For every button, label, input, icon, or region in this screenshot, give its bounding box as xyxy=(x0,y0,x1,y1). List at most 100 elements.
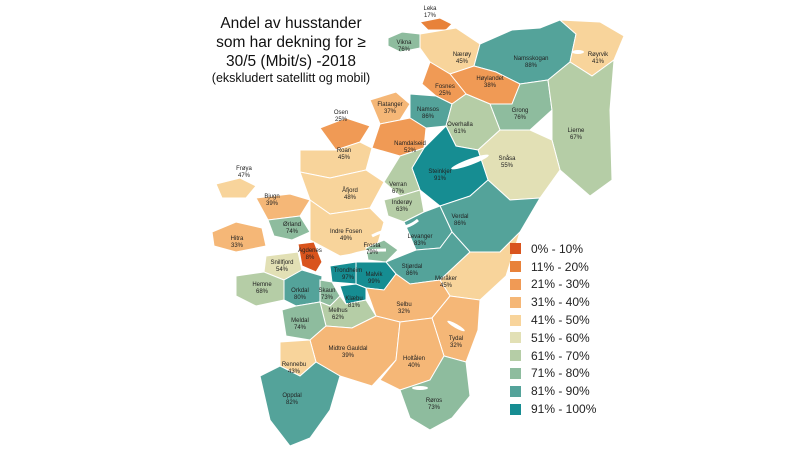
region-value-label: 55% xyxy=(501,163,514,169)
region-value-label: 73% xyxy=(428,405,441,411)
map-title: Andel av husstander som har dekning for … xyxy=(196,14,386,86)
region-value-label: 39% xyxy=(342,353,355,359)
region-value-label: 82% xyxy=(286,400,299,406)
title-line-1: Andel av husstander xyxy=(220,15,362,32)
region-value-label: 33% xyxy=(231,243,244,249)
region-value-label: 8% xyxy=(306,255,315,261)
region-name-label: Lierne xyxy=(568,128,585,134)
region-value-label: 45% xyxy=(440,283,453,289)
legend-label: 61% - 70% xyxy=(531,348,590,363)
region-froya xyxy=(215,177,257,199)
region-name-label: Flatanger xyxy=(377,102,402,108)
region-name-label: Selbu xyxy=(396,302,411,308)
legend-swatch xyxy=(510,296,521,308)
region-name-label: Grong xyxy=(512,108,529,114)
region-klaebu xyxy=(339,283,367,305)
legend-label: 41% - 50% xyxy=(531,313,590,328)
region-osen xyxy=(319,117,371,151)
region-name-label: Midtre Gauldal xyxy=(328,346,367,352)
region-name-label: Inderøy xyxy=(392,200,412,206)
region-value-label: 25% xyxy=(335,117,348,123)
region-name-label: Indre Fosen xyxy=(330,229,362,235)
region-name-label: Namdalseid xyxy=(394,141,426,147)
region-name-label: Namsskogan xyxy=(513,56,548,62)
region-name-label: Malvik xyxy=(365,272,383,278)
region-name-label: Klæbu xyxy=(345,296,362,302)
legend-item: 91% - 100% xyxy=(510,400,596,418)
region-value-label: 63% xyxy=(396,207,409,213)
legend-swatch xyxy=(510,314,521,326)
region-value-label: 79% xyxy=(366,250,379,256)
region-name-label: Bjugn xyxy=(264,194,279,200)
region-name-label: Fosnes xyxy=(435,84,455,90)
legend-label: 81% - 90% xyxy=(531,384,590,399)
legend-item: 11% - 20% xyxy=(510,258,596,276)
legend-label: 71% - 80% xyxy=(531,366,590,381)
region-name-label: Agdenes xyxy=(298,248,322,254)
region-value-label: 76% xyxy=(398,47,411,53)
region-leka xyxy=(418,17,453,31)
region-name-label: Rennebu xyxy=(282,362,306,368)
region-value-label: 67% xyxy=(392,189,405,195)
title-line-4: (ekskludert satellitt og mobil) xyxy=(211,71,371,85)
region-value-label: 32% xyxy=(450,343,463,349)
region-value-label: 97% xyxy=(342,275,355,281)
region-name-label: Verdal xyxy=(451,214,468,220)
region-name-label: Hitra xyxy=(231,236,244,242)
region-name-label: Skaun xyxy=(318,288,335,294)
region-value-label: 47% xyxy=(238,173,251,179)
region-name-label: Frosta xyxy=(363,243,381,249)
region-hitra xyxy=(211,221,267,253)
region-name-label: Tydal xyxy=(449,336,463,342)
region-value-label: 40% xyxy=(408,363,421,369)
region-name-label: Røyrvik xyxy=(588,52,609,58)
region-name-label: Hemne xyxy=(252,282,272,288)
legend-label: 21% - 30% xyxy=(531,277,590,292)
region-name-label: Frøya xyxy=(236,166,252,172)
region-name-label: Meldal xyxy=(291,318,309,324)
legend: 0% - 10% 11% - 20% 21% - 30% 31% - 40% 41% -… xyxy=(510,240,596,418)
region-flatanger xyxy=(369,91,411,125)
region-name-label: Trondheim xyxy=(334,268,362,274)
region-value-label: 86% xyxy=(422,114,435,120)
region-name-label: Namsos xyxy=(417,107,439,113)
region-value-label: 45% xyxy=(456,59,469,65)
region-name-label: Ørland xyxy=(283,222,301,228)
legend-label: 31% - 40% xyxy=(531,295,590,310)
region-name-label: Levanger xyxy=(407,234,432,240)
water-features xyxy=(325,50,584,390)
legend-swatch xyxy=(510,385,521,397)
legend-swatch xyxy=(510,243,521,255)
legend-item: 81% - 90% xyxy=(510,382,596,400)
region-namdalseid xyxy=(371,117,427,157)
region-name-label: Melhus xyxy=(328,308,347,314)
region-name-label: Leka xyxy=(423,6,437,12)
title-line-3: 30/5 (Mbit/s) -2018 xyxy=(225,53,357,70)
region-value-label: 74% xyxy=(286,229,299,235)
legend-swatch xyxy=(510,403,521,415)
legend-swatch xyxy=(510,367,521,379)
region-name-label: Snåsa xyxy=(498,155,516,162)
legend-swatch xyxy=(510,278,521,290)
region-value-label: 81% xyxy=(348,303,361,309)
legend-swatch xyxy=(510,332,521,344)
region-value-label: 37% xyxy=(384,109,397,115)
legend-swatch xyxy=(510,350,521,362)
legend-item: 21% - 30% xyxy=(510,276,596,294)
region-value-label: 38% xyxy=(484,83,497,89)
title-line-2: som har dekning for ≥ xyxy=(216,34,366,51)
region-value-label: 52% xyxy=(404,148,417,154)
region-value-label: 86% xyxy=(454,221,467,227)
region-value-label: 54% xyxy=(276,267,289,273)
region-value-label: 83% xyxy=(414,241,427,247)
region-value-label: 43% xyxy=(288,369,301,375)
legend-label: 51% - 60% xyxy=(531,330,590,345)
legend-label: 11% - 20% xyxy=(531,259,589,274)
region-value-label: 39% xyxy=(266,201,279,207)
region-name-label: Oppdal xyxy=(282,393,301,399)
region-name-label: Roan xyxy=(337,148,351,154)
legend-label: 0% - 10% xyxy=(531,241,584,256)
map-regions xyxy=(211,17,625,447)
region-name-label: Røros xyxy=(426,398,442,404)
